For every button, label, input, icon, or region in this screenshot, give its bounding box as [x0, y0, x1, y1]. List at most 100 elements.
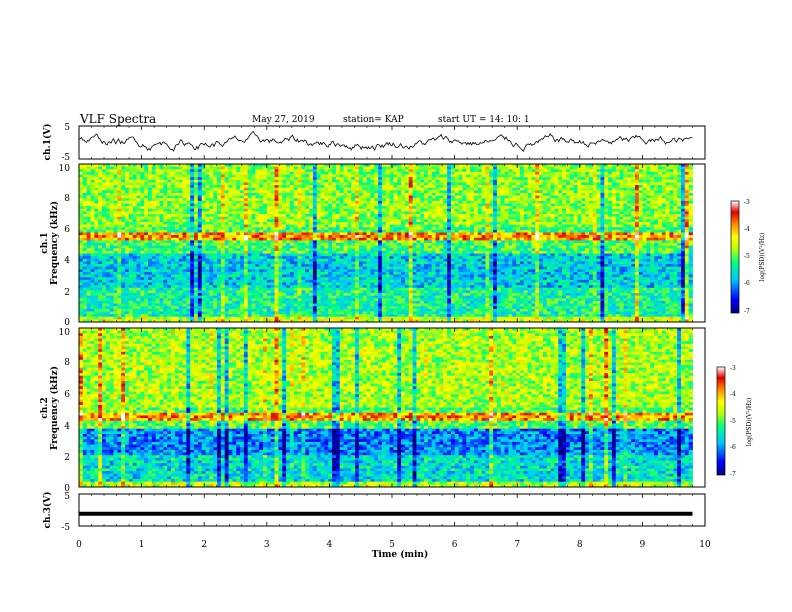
ch1-spectrogram-cell — [631, 166, 636, 170]
ch1-spectrogram-cell — [458, 195, 463, 199]
ch1-spectrogram-cell — [263, 211, 268, 215]
ch1-spectrogram-cell — [343, 219, 348, 223]
ch1-spectrogram-cell — [401, 227, 406, 231]
ch1-spectrogram-cell — [194, 192, 199, 196]
ch1-spectrogram-cell — [539, 185, 544, 189]
ch1-spectrogram-cell — [654, 221, 659, 225]
ch1-spectrogram-cell — [278, 237, 283, 241]
ch1-spectrogram-cell — [546, 166, 552, 170]
ch1-spectrogram-cell — [358, 190, 364, 194]
ch1-spectrogram-cell — [504, 219, 509, 223]
ch1-spectrogram-cell — [657, 187, 663, 191]
ch1-spectrogram-cell — [611, 227, 617, 231]
ch1-spectrogram-cell — [220, 208, 226, 212]
ch1-spectrogram-cell — [220, 177, 226, 181]
ch1-spectrogram-cell — [186, 187, 191, 191]
ch1-spectrogram-cell — [680, 232, 686, 236]
ch1-spectrogram-cell — [282, 208, 287, 212]
ch1-spectrogram-cell — [270, 198, 275, 202]
ch1-spectrogram-cell — [186, 164, 191, 168]
ch1-spectrogram-cell — [335, 190, 341, 194]
ch1-spectrogram-cell — [144, 182, 149, 186]
ch1-spectrogram-cell — [661, 187, 667, 191]
ch1-spectrogram-cell — [213, 206, 218, 210]
ch1-spectrogram-cell — [355, 174, 360, 178]
ch1-spectrogram-cell — [224, 237, 229, 241]
ch1-spectrogram-cell — [458, 179, 463, 183]
ch1-spectrogram-cell — [531, 200, 536, 204]
ch1-spectrogram-cell — [535, 232, 540, 236]
ch1-spectrogram-cell — [565, 240, 571, 244]
ch1-spectrogram-cell — [688, 195, 693, 199]
ch1-spectrogram-cell — [542, 208, 548, 212]
ch1-spectrogram-cell — [174, 229, 180, 233]
ch1-spectrogram-cell — [458, 211, 463, 215]
ch1-spectrogram-cell — [420, 179, 425, 183]
ch1-spectrogram-cell — [125, 219, 130, 223]
ch1-spectrogram-cell — [466, 214, 471, 218]
ch1-spectrogram-cell — [477, 198, 482, 202]
ch1-spectrogram-cell — [102, 211, 107, 215]
ch1-spectrogram-cell — [117, 200, 122, 204]
ch1-spectrogram-cell — [512, 211, 517, 215]
ch1-spectrogram-cell — [466, 177, 471, 181]
ch1-spectrogram-cell — [684, 235, 690, 239]
ch1-spectrogram-cell — [140, 185, 145, 189]
ch1-spectrogram-cell — [309, 211, 314, 215]
ch1-spectrogram-cell — [102, 216, 107, 220]
ch1-spectrogram-cell — [117, 190, 122, 194]
ch1-spectrogram-cell — [332, 221, 337, 225]
ch1-spectrogram-cell — [266, 240, 272, 244]
ch1-spectrogram-cell — [450, 166, 456, 170]
ch1-spectrogram-cell — [435, 216, 440, 220]
ch1-spectrogram-cell — [98, 166, 103, 170]
ch1-spectrogram-cell — [389, 177, 394, 181]
ch1-spectrogram-cell — [627, 214, 632, 218]
ch1-spectrogram-cell — [381, 166, 387, 170]
ch1-spectrogram-cell — [255, 237, 260, 241]
ch1-spectrogram-cell — [684, 198, 690, 202]
ch1-spectrogram-cell — [665, 235, 670, 239]
ch1-spectrogram-cell — [439, 198, 444, 202]
ch1-spectrogram-cell — [140, 229, 145, 233]
ch1-spectrogram-cell — [519, 187, 525, 191]
ch1-spectrogram-cell — [328, 192, 333, 196]
ch1-spectrogram-cell — [596, 229, 601, 233]
ch1-spectrogram-cell — [473, 237, 479, 241]
ch1-spectrogram-cell — [178, 245, 183, 249]
ch1-spectrogram-cell — [581, 216, 586, 220]
ch1-spectrogram-cell — [213, 200, 218, 204]
ch1-spectrogram-cell — [339, 174, 344, 178]
ch1-spectrogram-cell — [94, 192, 99, 196]
ch1-spectrogram-cell — [654, 164, 659, 168]
ch1-spectrogram-cell — [247, 169, 252, 173]
ch1-spectrogram-cell — [634, 174, 640, 178]
ch1-spectrogram-cell — [546, 208, 552, 212]
ch1-spectrogram-cell — [297, 182, 302, 186]
ch1-spectrogram-cell — [485, 179, 490, 183]
ch1-spectrogram-cell — [427, 227, 433, 231]
ch1-spectrogram-cell — [335, 203, 341, 207]
ch1-spectrogram-cell — [205, 243, 210, 247]
ch1-spectrogram-cell — [592, 203, 598, 207]
ch1-spectrogram-cell — [385, 232, 390, 236]
ch1-spectrogram-cell — [339, 182, 344, 186]
ch1-spectrogram-cell — [278, 224, 283, 228]
ch1-spectrogram-cell — [458, 229, 463, 233]
ch1-spectrogram-cell — [105, 203, 111, 207]
ch1-spectrogram-cell — [159, 171, 164, 175]
ch1-spectrogram-cell — [270, 208, 275, 212]
ch1-spectrogram-cell — [309, 185, 314, 189]
ch1-spectrogram-cell — [167, 187, 172, 191]
ch1-spectrogram-cell — [408, 187, 413, 191]
ch1-spectrogram-cell — [228, 240, 233, 244]
ch1-spectrogram-cell — [435, 214, 440, 218]
ch1-spectrogram-cell — [473, 232, 479, 236]
ch1-spectrogram-cell — [240, 177, 245, 181]
ch1-spectrogram-cell — [358, 195, 364, 199]
ch1-spectrogram-cell — [554, 179, 559, 183]
ch1-spectrogram-cell — [385, 229, 390, 233]
ch1-spectrogram-cell — [297, 185, 302, 189]
ch1-spectrogram-cell — [194, 229, 199, 233]
ch1-spectrogram-cell — [220, 174, 226, 178]
